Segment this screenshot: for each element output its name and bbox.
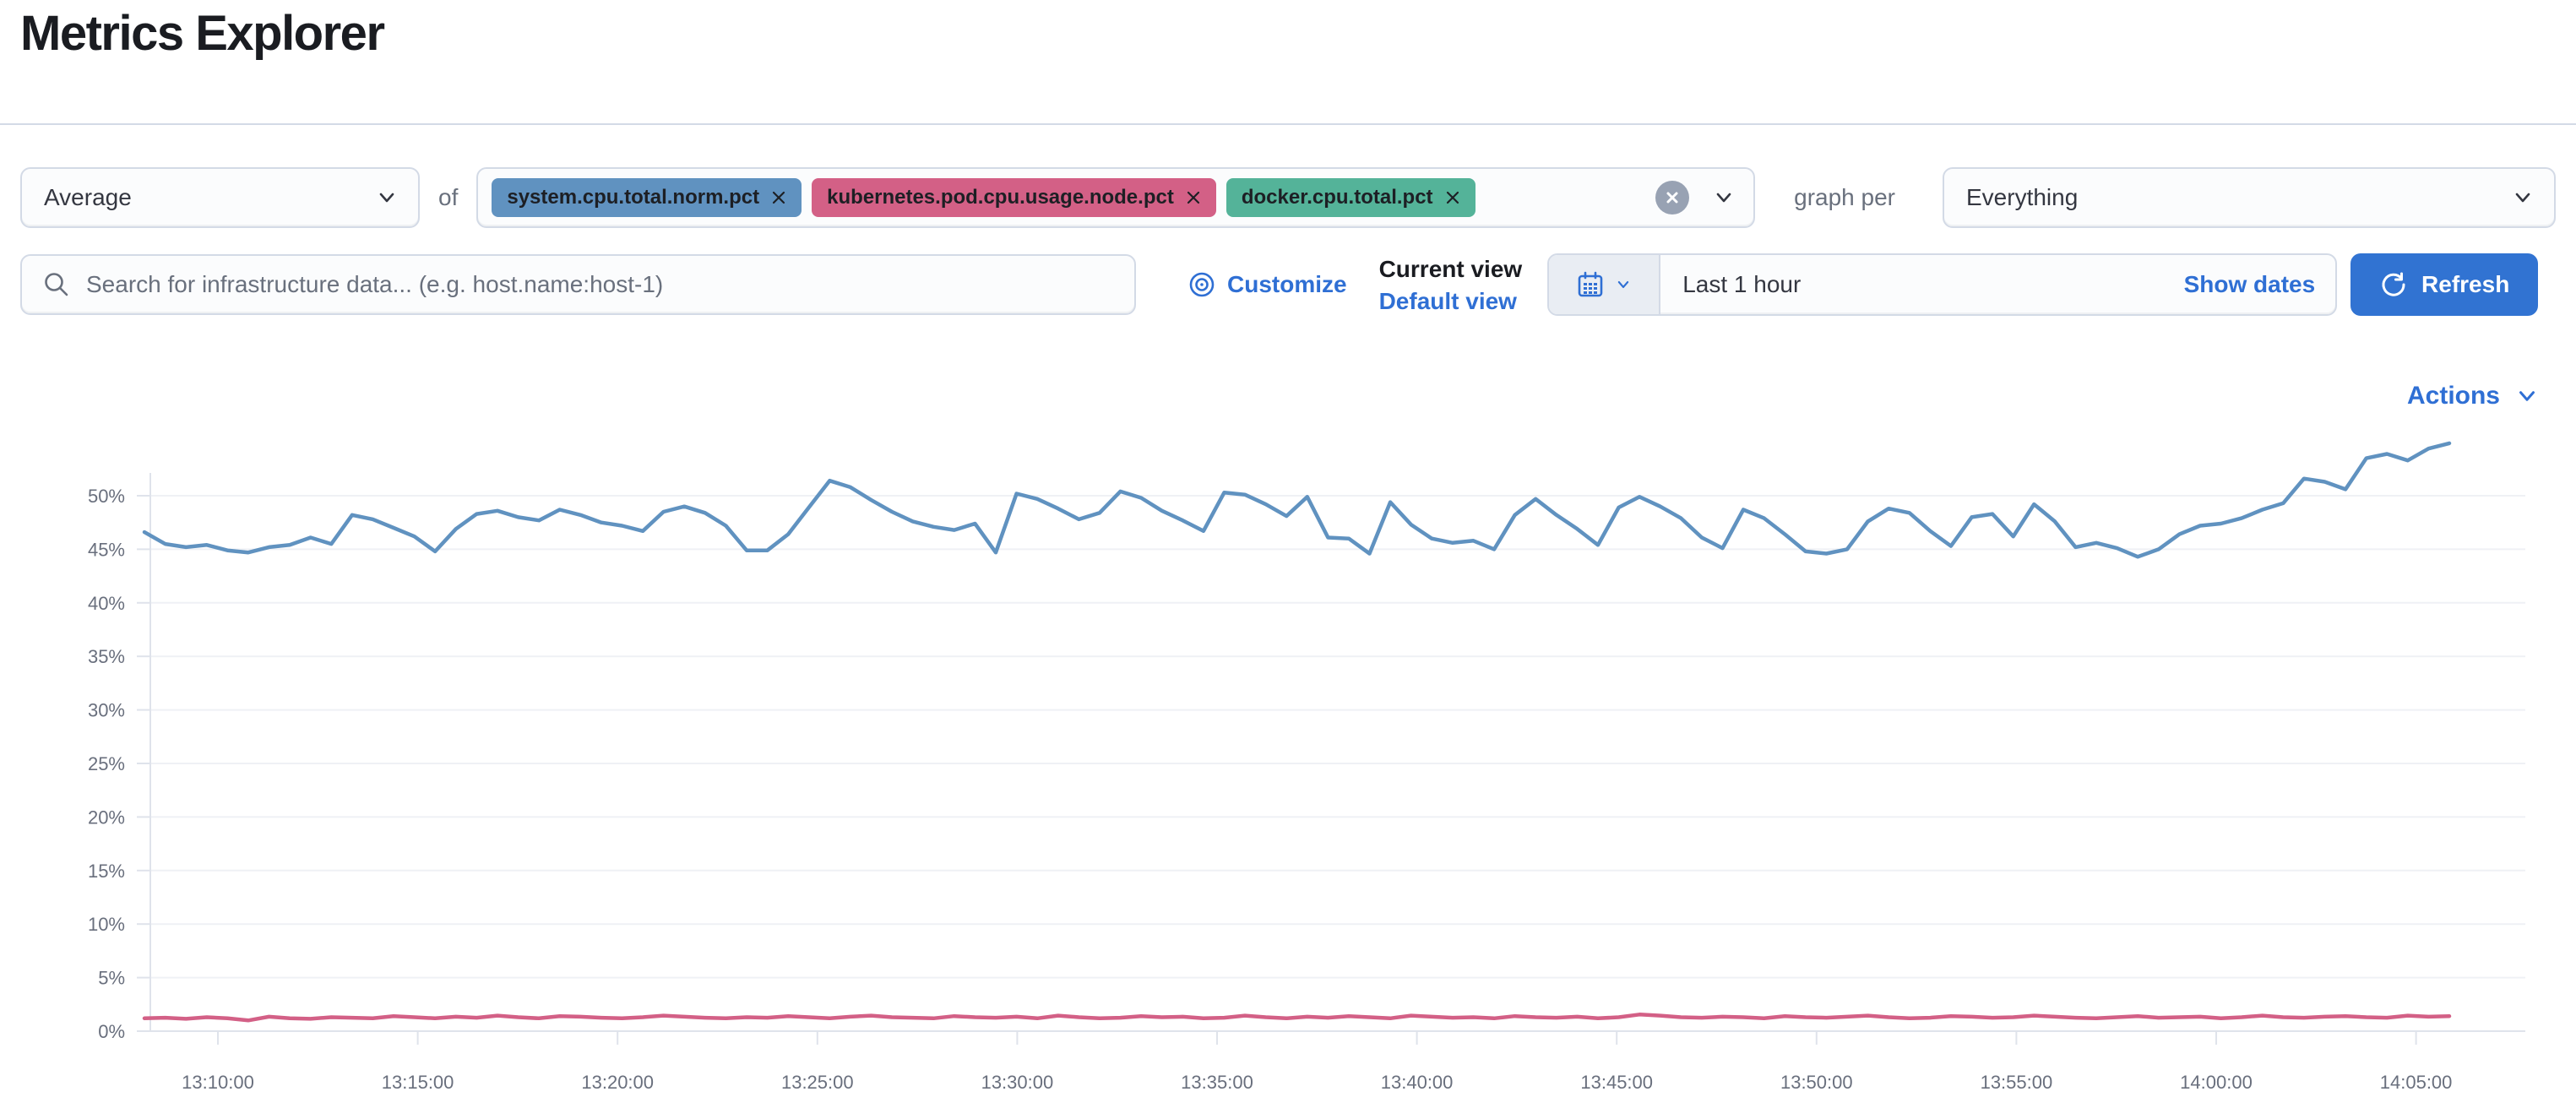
x-axis-label: 13:35:00 (1181, 1072, 1253, 1093)
cross-in-circle-icon (1666, 192, 1678, 204)
clear-metrics-button[interactable] (1655, 181, 1690, 215)
x-axis-label: 13:15:00 (382, 1072, 454, 1093)
metrics-chart: 0% 5% 10% 15% 20% 25% 30% 35% 40% 45% 50% 13:10:00 1… (88, 441, 2525, 1093)
refresh-button[interactable]: Refresh (2350, 253, 2539, 316)
search-row: Customize Current view Default view (20, 253, 2556, 316)
saved-view-control: Current view Default view (1379, 254, 1523, 315)
time-picker: Last 1 hour Show dates (1547, 253, 2338, 316)
group-by-select[interactable]: Everything (1943, 167, 2556, 228)
header-divider (0, 123, 2576, 125)
x-axis-label: 14:00:00 (2180, 1072, 2253, 1093)
saved-view-name-button[interactable]: Default view (1379, 288, 1523, 315)
metric-pill[interactable]: docker.cpu.total.pct (1226, 178, 1475, 217)
x-axis-label: 14:05:00 (2380, 1072, 2453, 1093)
actions-label: Actions (2406, 382, 2500, 410)
x-axis-label: 13:25:00 (781, 1072, 854, 1093)
remove-metric-icon[interactable] (1186, 190, 1201, 205)
calendar-icon (1578, 271, 1603, 297)
show-dates-button[interactable]: Show dates (2184, 271, 2336, 298)
x-axis-label: 13:20:00 (581, 1072, 654, 1093)
metric-pill-label: docker.cpu.total.pct (1241, 186, 1433, 209)
remove-metric-icon[interactable] (771, 190, 786, 205)
y-axis-label: 25% (88, 753, 125, 774)
y-axis-label: 15% (88, 861, 125, 882)
x-axis-label: 13:45:00 (1580, 1072, 1653, 1093)
customize-label: Customize (1227, 271, 1347, 297)
y-axis-label: 40% (88, 593, 125, 614)
actions-menu-button[interactable]: Actions (2407, 382, 2541, 410)
y-axis-label: 50% (88, 486, 125, 507)
graph-per-label: graph per (1794, 184, 1895, 210)
remove-metric-icon[interactable] (1445, 190, 1460, 205)
page-title: Metrics Explorer (20, 6, 385, 61)
chevron-down-icon (2519, 391, 2535, 401)
x-axis-label: 13:30:00 (981, 1072, 1054, 1093)
y-axis-label: 30% (88, 700, 125, 721)
metric-pill[interactable]: kubernetes.pod.cpu.usage.node.pct (812, 178, 1216, 217)
metric-pill-label: system.cpu.total.norm.pct (507, 186, 760, 209)
y-axis-label: 35% (88, 646, 125, 667)
y-axis-label: 0% (98, 1021, 125, 1042)
x-axis-label: 13:55:00 (1981, 1072, 2053, 1093)
bullseye-icon (1189, 272, 1215, 297)
current-view-label: Current view (1378, 256, 1523, 282)
of-label: of (438, 184, 459, 210)
metric-pill-label: kubernetes.pod.cpu.usage.node.pct (827, 186, 1174, 209)
search-input[interactable] (86, 271, 1114, 298)
y-axis-label: 45% (88, 539, 125, 560)
y-axis-label: 5% (98, 968, 125, 989)
series-line (142, 1013, 2452, 1023)
quick-select-button[interactable] (1549, 255, 1661, 314)
metrics-combobox[interactable]: system.cpu.total.norm.pct kubernetes.pod… (476, 167, 1756, 228)
refresh-icon (2382, 272, 2405, 296)
metric-pill[interactable]: system.cpu.total.norm.pct (492, 178, 802, 217)
group-by-value: Everything (1966, 184, 2079, 210)
search-icon (45, 273, 68, 296)
aggregation-value: Average (44, 184, 132, 210)
time-range-value[interactable]: Last 1 hour (1682, 271, 1802, 297)
x-axis-label: 13:50:00 (1780, 1072, 1853, 1093)
customize-button[interactable]: Customize (1188, 271, 1347, 298)
chevron-down-icon (379, 193, 394, 203)
series-line (142, 441, 2452, 559)
chevron-down-icon (1617, 280, 1629, 289)
metric-controls-row: Average of system.cpu.total.norm.pct kub… (20, 167, 2556, 228)
chevron-down-icon (2515, 193, 2530, 203)
x-axis-label: 13:10:00 (182, 1072, 254, 1093)
search-bar[interactable] (20, 254, 1136, 315)
chevron-down-icon[interactable] (1711, 185, 1736, 210)
refresh-label: Refresh (2421, 271, 2510, 297)
y-axis-label: 20% (88, 807, 125, 828)
x-axis-label: 13:40:00 (1381, 1072, 1454, 1093)
aggregation-select[interactable]: Average (20, 167, 420, 228)
y-axis-label: 10% (88, 914, 125, 935)
